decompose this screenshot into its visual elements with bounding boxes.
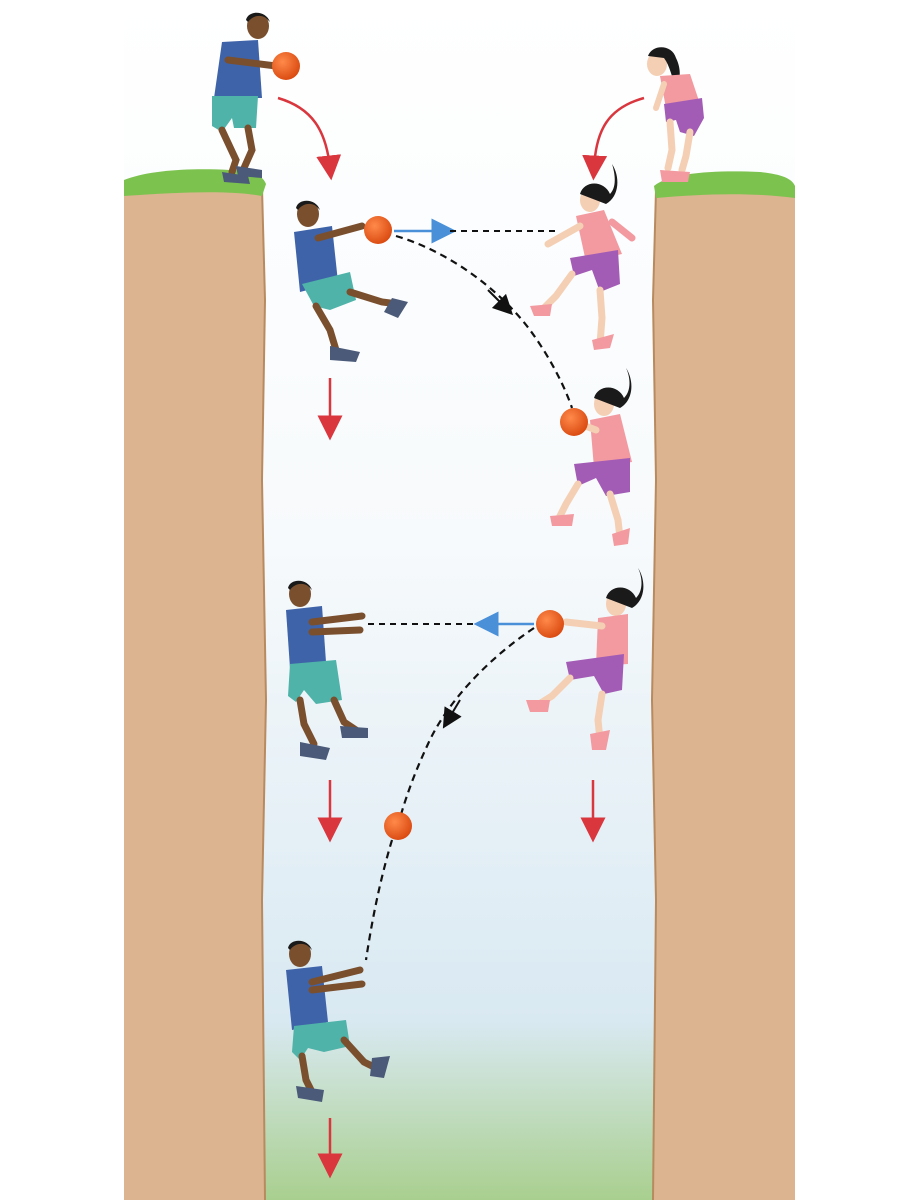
ball-icon [272,52,300,80]
right-cliff [650,171,795,1200]
trajectory-direction-arrow [442,699,462,729]
trajectory-curve-icon [398,627,535,819]
woman-falling-1 [530,164,636,350]
ball-icon [536,610,564,638]
ball-icon [560,408,588,436]
trajectory-direction-arrow [487,289,514,316]
woman-standing [647,47,704,182]
jump-arrow-left [277,96,342,181]
left-cliff [124,169,268,1200]
right-cliff-grass [654,171,795,198]
jump-arrow-right [582,96,645,181]
man-standing [212,12,280,184]
trajectory-curve-icon [395,234,574,409]
woman-catching [550,368,632,546]
woman-throwing [526,568,644,750]
man-throwing [294,200,408,362]
man-catching-bottom [286,940,390,1102]
ball-icon [364,216,392,244]
man-catching [286,580,368,760]
ball-icon [384,812,412,840]
trajectory-curve-icon [364,839,394,961]
